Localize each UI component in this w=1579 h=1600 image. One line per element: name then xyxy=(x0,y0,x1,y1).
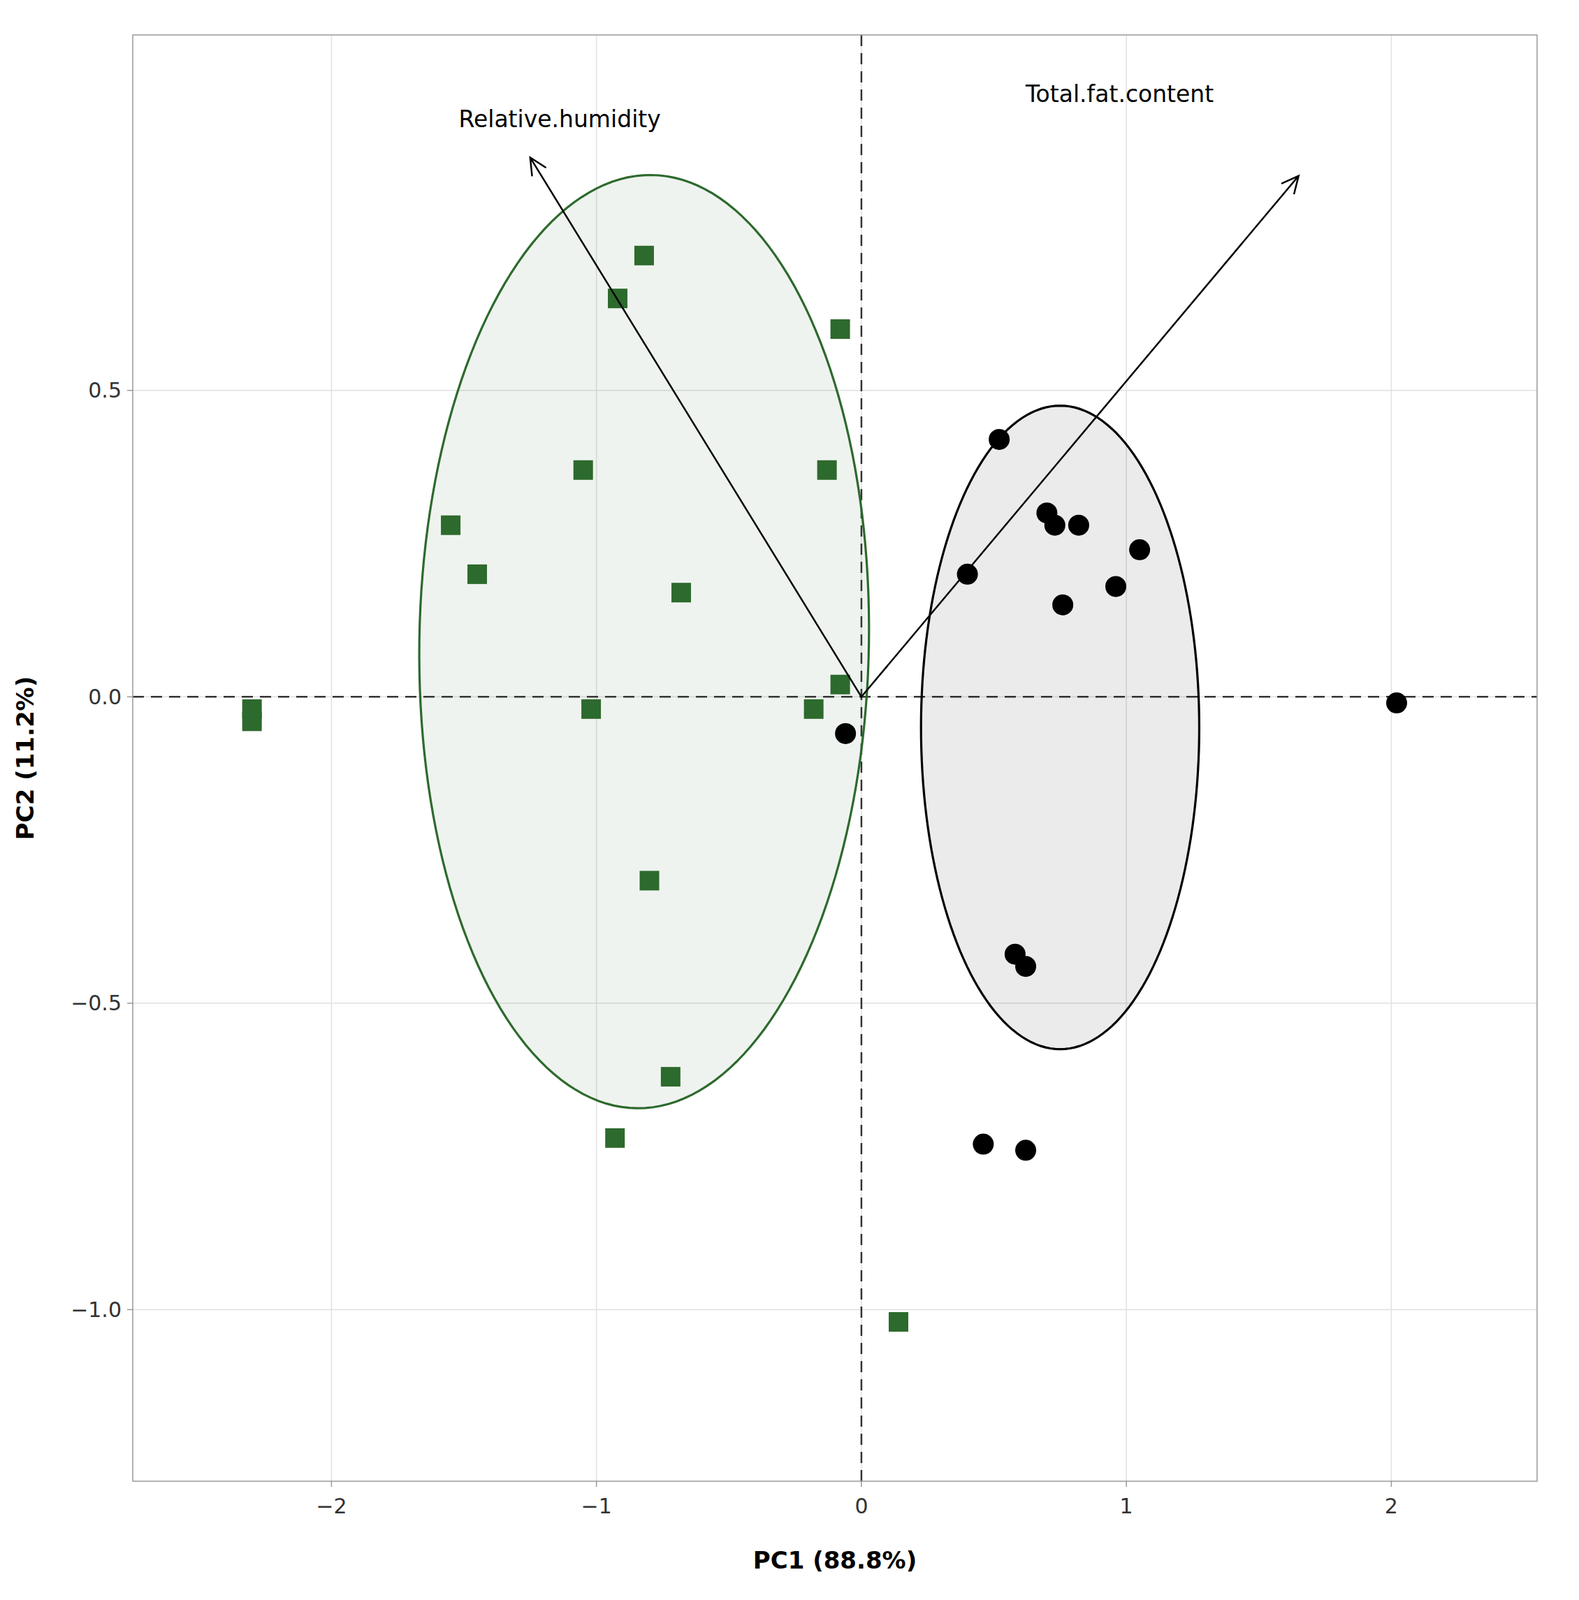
tick-labels: −2 −1 0 1 2 −1.0 −0.5 0.0 0.5 xyxy=(70,377,1399,1519)
grid xyxy=(132,34,1538,1482)
tick-mark xyxy=(1125,1481,1127,1487)
square-point xyxy=(634,245,654,266)
square-point xyxy=(605,1128,625,1148)
square-point xyxy=(660,1066,681,1087)
confidence-ellipse xyxy=(419,175,870,1109)
x-tick-label: −1 xyxy=(581,1493,613,1519)
chart: −2 −1 0 1 2 −1.0 −0.5 0.0 0.5 PC1 (88.8%) PC2 (11.… xyxy=(0,0,1579,1600)
circle-point xyxy=(1129,539,1151,561)
series xyxy=(834,428,1408,1161)
square-point xyxy=(581,699,601,719)
loading-arrow xyxy=(530,157,862,697)
tick-mark xyxy=(860,1481,863,1487)
square-point xyxy=(467,564,487,585)
square-point xyxy=(639,870,660,891)
x-axis-label: PC1 (88.8%) xyxy=(753,1546,917,1575)
circle-point xyxy=(1386,692,1408,714)
arrow-label: Total.fat.content xyxy=(1024,80,1214,108)
square-point xyxy=(830,319,851,339)
square-point xyxy=(573,460,594,480)
circle-point xyxy=(1015,1139,1037,1161)
y-axis-label: PC2 (11.2%) xyxy=(11,676,40,840)
square-point xyxy=(671,582,691,603)
x-tick-label: 1 xyxy=(1119,1493,1134,1519)
y-tick-label: −1.0 xyxy=(70,1297,122,1322)
circle-point xyxy=(972,1133,994,1155)
square-point xyxy=(817,460,838,480)
confidence-ellipse xyxy=(920,405,1199,1050)
circle-point xyxy=(988,428,1010,450)
circle-point xyxy=(957,563,979,585)
plot-area xyxy=(132,34,1538,1482)
arrow-label: Relative.humidity xyxy=(458,105,661,133)
circle-point xyxy=(1044,514,1066,536)
circle-point xyxy=(1068,514,1090,536)
x-tick-label: −2 xyxy=(315,1493,347,1519)
series xyxy=(242,245,909,1332)
tick-mark xyxy=(127,696,133,698)
square-point xyxy=(440,515,461,536)
square-point xyxy=(242,711,263,731)
tick-mark xyxy=(127,1002,133,1004)
tick-mark xyxy=(127,389,133,392)
circle-point xyxy=(834,723,856,745)
grid-line xyxy=(1391,34,1393,1482)
tick-mark xyxy=(127,1309,133,1311)
grid-line xyxy=(331,34,333,1482)
x-tick-label: 0 xyxy=(854,1493,868,1519)
square-point xyxy=(888,1312,909,1332)
x-tick-label: 2 xyxy=(1384,1493,1399,1519)
square-point xyxy=(830,674,851,695)
plot-frame xyxy=(132,34,1538,1482)
circle-point xyxy=(1015,955,1037,977)
square-point xyxy=(804,699,824,719)
loading-arrow xyxy=(861,176,1299,698)
tick-mark xyxy=(595,1481,598,1487)
circle-point xyxy=(1105,575,1127,597)
grid-line xyxy=(132,1309,1538,1311)
grid-line xyxy=(132,1002,1538,1004)
y-tick-label: 0.5 xyxy=(88,377,122,403)
tick-mark xyxy=(331,1481,333,1487)
y-tick-label: −0.5 xyxy=(70,990,122,1016)
circle-point xyxy=(1052,594,1074,616)
y-tick-label: 0.0 xyxy=(88,684,122,710)
background xyxy=(0,0,1579,1600)
tick-mark xyxy=(1391,1481,1393,1487)
